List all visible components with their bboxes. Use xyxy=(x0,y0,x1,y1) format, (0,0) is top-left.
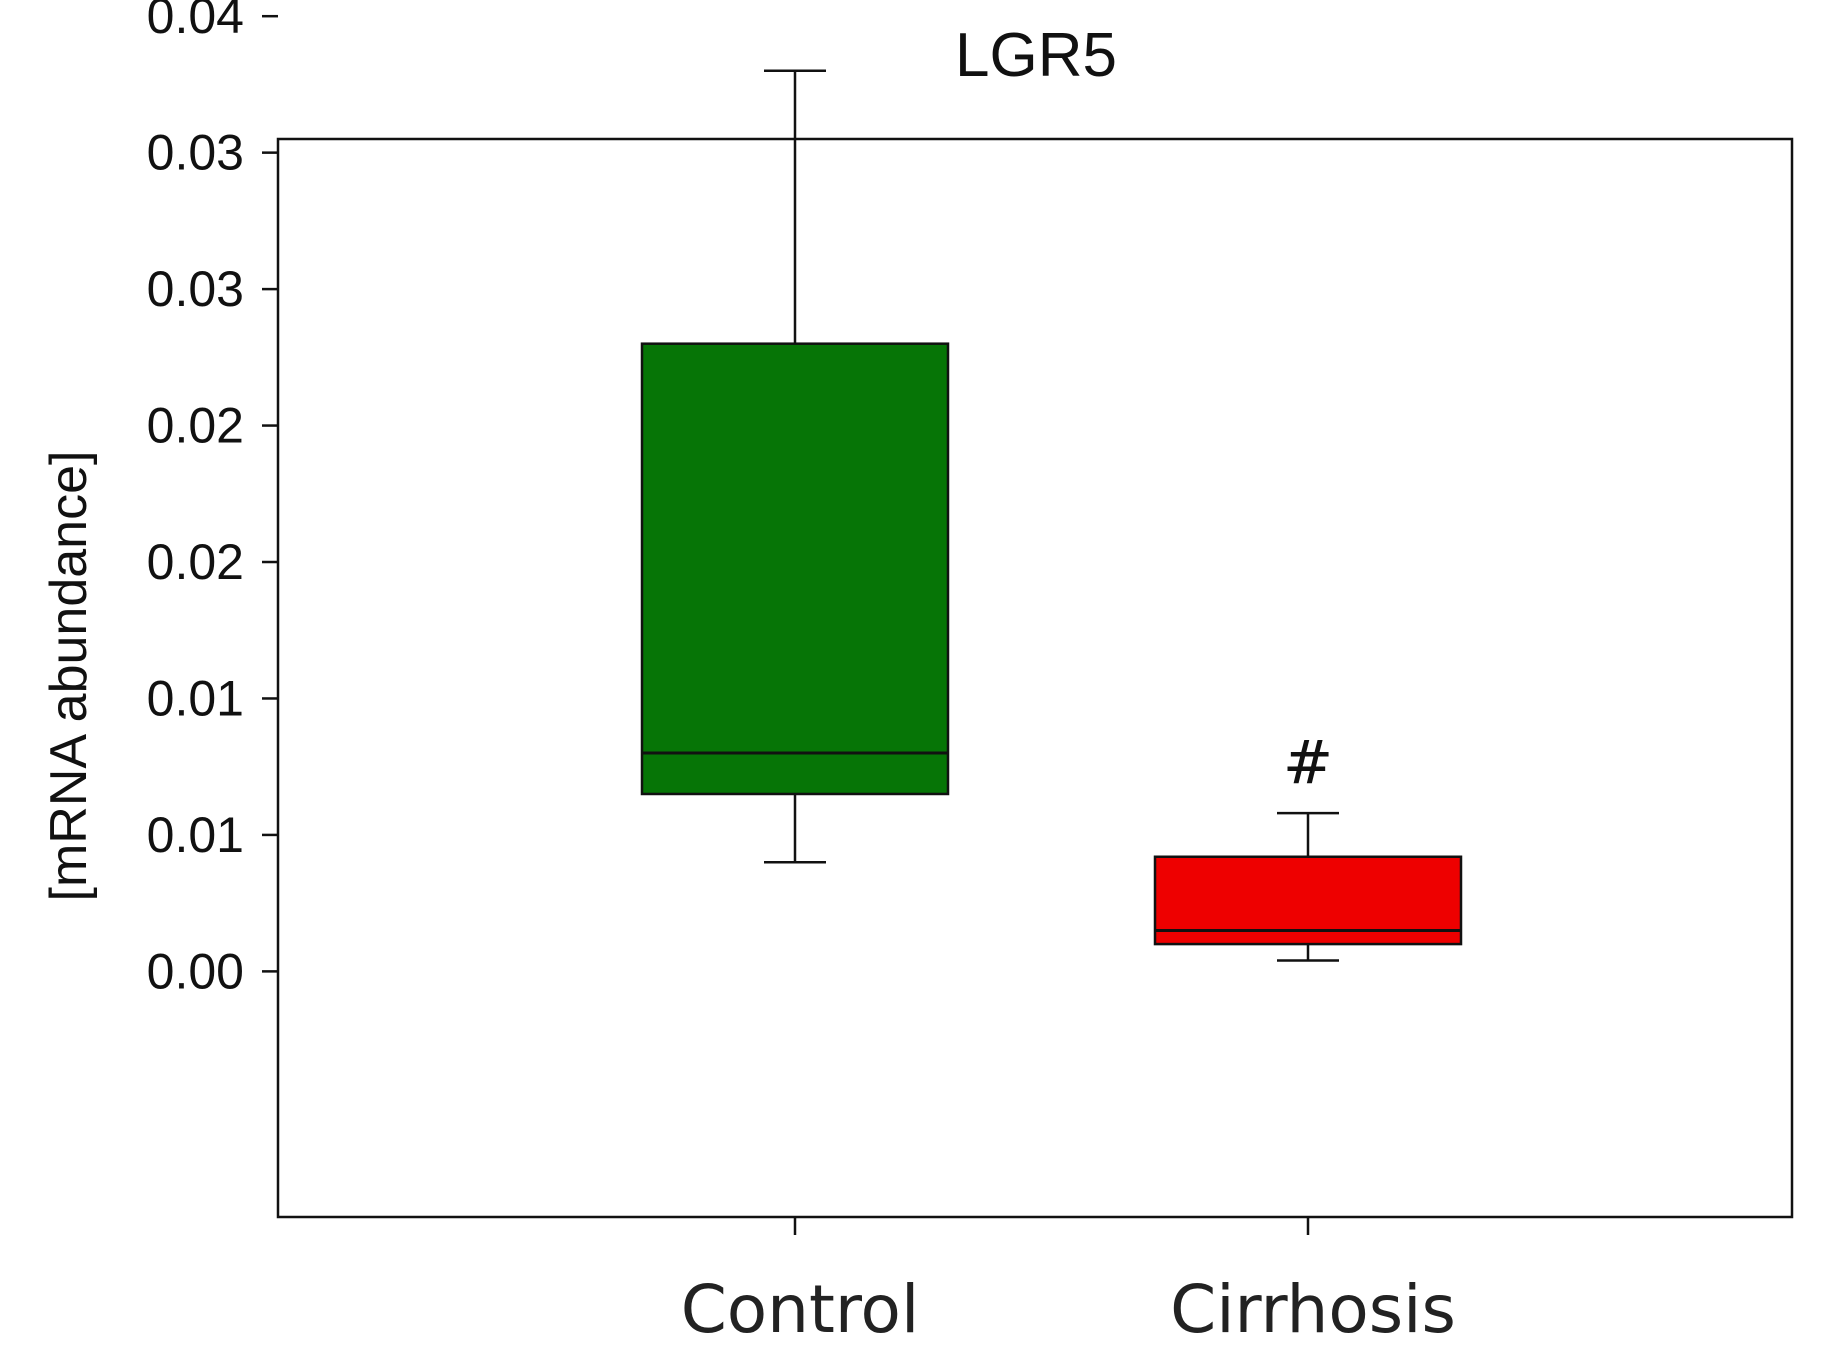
y-tick-label: 0.01 xyxy=(147,670,244,726)
box-series xyxy=(640,69,1463,962)
annotations: # xyxy=(1283,728,1333,798)
y-tick-label: 0.01 xyxy=(147,807,244,863)
x-tick-label: Control xyxy=(681,1271,920,1348)
y-tick-label: 0.04 xyxy=(147,0,244,44)
y-tick-label: 0.00 xyxy=(147,943,244,999)
x-tick-label: Cirrhosis xyxy=(1170,1271,1456,1348)
box-body xyxy=(640,342,950,796)
y-axis-ticks: 0.00 0.01 0.01 0.02 0.02 0.03 0.03 0.04 xyxy=(147,0,278,999)
y-tick-label: 0.03 xyxy=(147,125,244,181)
significance-marker: # xyxy=(1283,728,1333,798)
chart-title: LGR5 xyxy=(955,21,1117,90)
y-tick-label: 0.02 xyxy=(147,534,244,590)
box-control xyxy=(640,69,950,864)
box-cirrhosis xyxy=(1153,811,1463,962)
plot-frame xyxy=(276,137,1794,1219)
y-tick-label: 0.02 xyxy=(147,398,244,454)
x-axis-ticks: Control Cirrhosis xyxy=(681,1217,1456,1348)
y-axis-label: [mRNA abundance] xyxy=(40,451,98,902)
y-tick-label: 0.03 xyxy=(147,261,244,317)
